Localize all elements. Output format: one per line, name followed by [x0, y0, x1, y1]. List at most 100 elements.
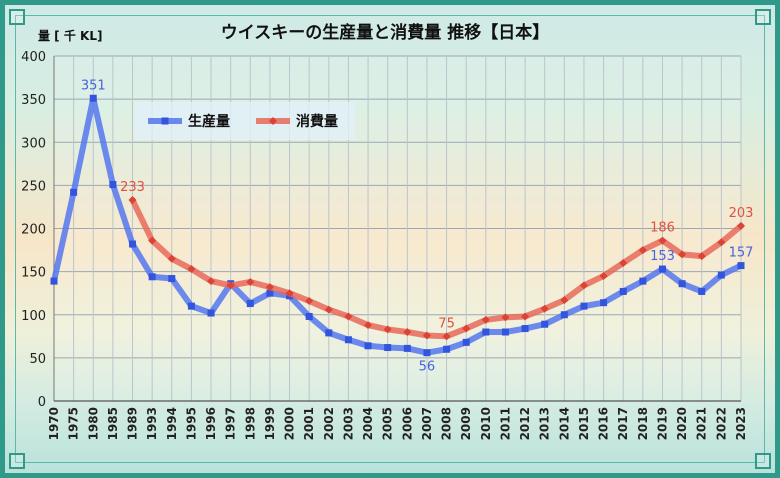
data-point	[422, 331, 431, 340]
x-tick-label: 2019	[655, 407, 669, 440]
data-point	[246, 277, 255, 286]
x-tick-label: 2007	[420, 407, 434, 440]
legend-marker	[161, 117, 169, 125]
data-point	[265, 283, 274, 292]
x-tick-label: 2013	[538, 407, 552, 440]
x-tick-label: 1975	[67, 407, 81, 440]
data-point	[285, 289, 294, 298]
data-point	[246, 300, 254, 308]
data-point	[207, 277, 216, 286]
data-point	[619, 259, 628, 267]
y-tick-label: 0	[38, 395, 46, 410]
data-point	[638, 246, 647, 255]
y-tick-label: 350	[21, 93, 46, 108]
data-point	[521, 325, 529, 333]
x-tick-label: 2020	[675, 407, 689, 440]
data-point	[560, 311, 568, 319]
data-point	[423, 349, 431, 357]
data-label: 153	[650, 249, 675, 264]
y-tick-label: 250	[21, 179, 46, 194]
x-tick-label: 2012	[518, 407, 532, 440]
data-point	[128, 196, 137, 205]
data-point	[187, 302, 195, 310]
x-tick-label: 1996	[204, 407, 218, 440]
data-point	[697, 252, 706, 261]
data-label: 186	[650, 221, 675, 236]
data-point	[482, 328, 490, 336]
data-point	[364, 342, 372, 350]
x-tick-label: 2001	[302, 407, 316, 440]
data-point	[737, 221, 745, 230]
data-point	[501, 328, 509, 336]
x-tick-label: 1993	[145, 407, 159, 440]
data-point	[540, 304, 549, 313]
x-tick-label: 2017	[616, 407, 630, 440]
data-point	[579, 281, 588, 290]
y-tick-label: 300	[21, 136, 46, 151]
x-tick-label: 1999	[263, 407, 277, 440]
data-point	[344, 312, 353, 321]
x-tick-label: 2004	[361, 407, 375, 440]
x-tick-label: 2003	[341, 407, 355, 440]
data-point	[481, 315, 490, 324]
data-label: 157	[729, 246, 754, 261]
data-point	[187, 265, 196, 274]
data-point	[324, 305, 333, 314]
corner-ornament	[755, 453, 771, 469]
x-tick-label: 2010	[479, 407, 493, 440]
data-point	[325, 329, 333, 337]
data-point	[521, 312, 530, 321]
data-point	[305, 312, 313, 320]
x-tick-label: 1997	[224, 407, 238, 440]
series-layer	[50, 94, 745, 357]
y-tick-label: 50	[29, 352, 46, 367]
data-point	[443, 345, 451, 353]
data-point	[678, 250, 687, 259]
data-point	[698, 287, 706, 295]
x-tick-label: 2000	[283, 407, 297, 440]
data-point	[717, 271, 725, 279]
x-tick-label: 2011	[498, 407, 512, 440]
data-point	[639, 277, 647, 285]
x-tick-label: 2022	[714, 407, 728, 440]
data-point	[462, 324, 471, 333]
x-tick-label: 2018	[636, 407, 650, 440]
data-point	[167, 254, 176, 263]
x-tick-label: 2005	[381, 407, 395, 440]
data-point	[344, 336, 352, 344]
data-point	[50, 277, 58, 285]
data-point	[600, 299, 608, 307]
legend-label: 消費量	[296, 113, 338, 130]
data-point	[384, 344, 392, 352]
data-point	[207, 309, 215, 317]
y-tick-label: 150	[21, 266, 46, 281]
y-tick-label: 400	[21, 50, 46, 65]
data-point	[658, 265, 666, 273]
data-label: 203	[729, 206, 754, 221]
data-point	[70, 188, 78, 196]
x-tick-label: 2021	[695, 407, 709, 440]
data-point	[266, 289, 274, 297]
x-tick-label: 1985	[106, 407, 120, 440]
x-tick-label: 2016	[597, 407, 611, 440]
x-tick-label: 2006	[400, 407, 414, 440]
data-point	[383, 325, 392, 334]
data-point	[599, 271, 608, 280]
legend: 生産量 消費量	[135, 102, 355, 140]
data-labels: 351 233 56 75 153 186 157 203	[81, 78, 754, 374]
data-point	[717, 238, 726, 247]
data-point	[501, 313, 510, 322]
x-tick-label: 1980	[86, 407, 100, 440]
y-axis-title: 量 [ 千 KL]	[38, 28, 102, 43]
data-point	[109, 181, 117, 189]
x-tick-label: 2015	[577, 407, 591, 440]
legend-label: 生産量	[188, 113, 230, 130]
y-tick-label: 200	[21, 223, 46, 238]
x-tick-label: 2002	[322, 407, 336, 440]
corner-ornament	[9, 9, 25, 25]
data-point	[462, 338, 470, 346]
data-point	[89, 94, 97, 102]
data-point	[305, 296, 314, 305]
data-point	[226, 281, 235, 290]
